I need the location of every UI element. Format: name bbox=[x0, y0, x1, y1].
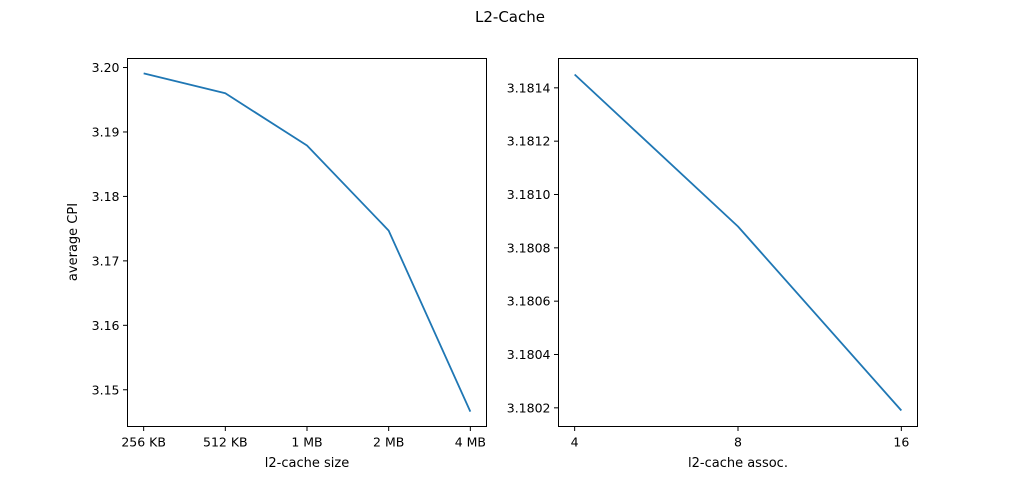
left-xtick-label: 1 MB bbox=[291, 435, 322, 450]
right-xticks: 4 8 16 bbox=[571, 426, 909, 450]
right-ytick-label: 3.1812 bbox=[507, 134, 551, 149]
left-xtick-label: 2 MB bbox=[373, 435, 404, 450]
left-xticks: 256 KB 512 KB 1 MB 2 MB 4 MB bbox=[121, 426, 486, 450]
right-ytick-label: 3.1808 bbox=[507, 240, 551, 255]
right-ytick-label: 3.1802 bbox=[507, 400, 551, 415]
left-yticks: 3.15 3.16 3.17 3.18 3.19 3.20 bbox=[92, 60, 128, 397]
right-ytick-label: 3.1804 bbox=[507, 347, 551, 362]
right-ytick-label: 3.1810 bbox=[507, 187, 551, 202]
figure-title: L2-Cache bbox=[475, 8, 545, 26]
left-x-axis-label: l2-cache size bbox=[265, 456, 349, 471]
left-ytick-label: 3.18 bbox=[92, 189, 120, 204]
left-series-line-0 bbox=[143, 72, 472, 413]
right-yticks: 3.1802 3.1804 3.1806 3.1808 3.1810 3.1812 3.18… bbox=[507, 80, 559, 415]
left-xtick-label: 4 MB bbox=[455, 435, 486, 450]
left-y-axis-label: average CPI bbox=[66, 203, 81, 281]
right-x-axis-label: l2-cache assoc. bbox=[688, 456, 788, 471]
cache-assoc-chart: 4 8 16 3.1802 3.1804 3.1806 3.1808 3.1810 3.181… bbox=[507, 58, 918, 471]
left-ytick-label: 3.20 bbox=[92, 60, 120, 75]
left-xtick-label: 256 KB bbox=[121, 435, 166, 450]
left-series-lines bbox=[143, 72, 472, 413]
left-ytick-label: 3.15 bbox=[92, 382, 120, 397]
left-xtick-label: 512 KB bbox=[203, 435, 248, 450]
left-ytick-label: 3.19 bbox=[92, 124, 120, 139]
right-xtick-label: 16 bbox=[893, 435, 909, 450]
right-xtick-label: 8 bbox=[734, 435, 742, 450]
right-ytick-label: 3.1814 bbox=[507, 80, 551, 95]
left-ytick-label: 3.17 bbox=[92, 253, 120, 268]
right-ytick-label: 3.1806 bbox=[507, 294, 551, 309]
right-series-lines bbox=[574, 73, 903, 412]
left-plot-frame bbox=[127, 58, 487, 427]
right-series-line-0 bbox=[574, 73, 903, 412]
right-xtick-label: 4 bbox=[571, 435, 579, 450]
right-plot-frame bbox=[558, 58, 918, 427]
cache-size-chart: 256 KB 512 KB 1 MB 2 MB 4 MB 3.153.163.173.1… bbox=[66, 58, 487, 471]
left-ytick-label: 3.16 bbox=[92, 318, 120, 333]
